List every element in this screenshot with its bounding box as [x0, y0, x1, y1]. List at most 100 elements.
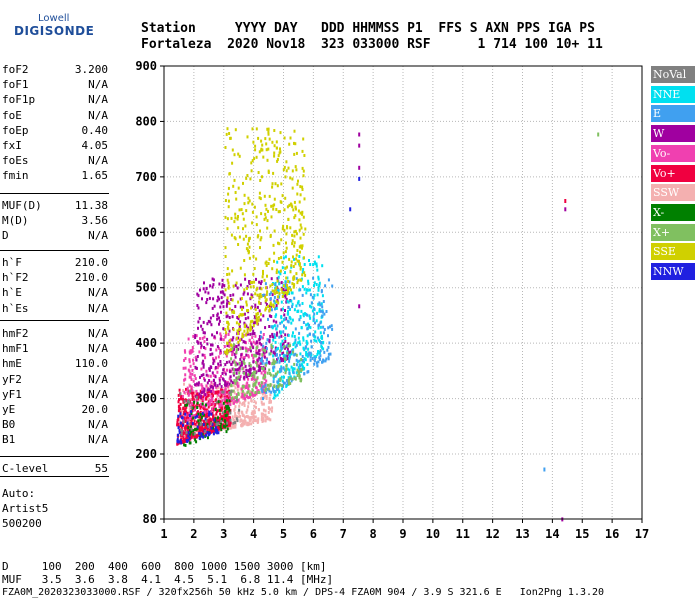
data-point: [252, 346, 255, 350]
data-point: [260, 387, 263, 391]
data-point: [215, 398, 218, 402]
data-point: [293, 257, 295, 261]
data-point: [252, 356, 255, 360]
x-tick-label: 4: [250, 527, 257, 541]
param-label: MUF(D): [2, 199, 42, 212]
data-point: [279, 342, 282, 346]
data-point: [261, 418, 264, 422]
data-point: [279, 349, 282, 353]
data-point: [216, 418, 219, 422]
data-point: [190, 410, 193, 414]
data-point: [295, 151, 298, 155]
data-point: [254, 307, 257, 311]
data-point: [246, 174, 249, 177]
data-point: [200, 428, 203, 432]
data-point: [238, 208, 241, 212]
data-point: [316, 364, 319, 368]
data-point: [211, 422, 214, 426]
data-point: [230, 357, 233, 361]
data-point: [245, 303, 248, 307]
data-point: [239, 283, 242, 287]
data-point: [217, 346, 220, 350]
data-point: [287, 300, 290, 304]
data-point: [226, 325, 229, 329]
data-point: [295, 304, 298, 308]
x-tick-label: 11: [456, 527, 470, 541]
param-row: h`Es N/A: [2, 301, 108, 316]
data-point: [205, 393, 208, 396]
data-point: [261, 366, 263, 370]
data-point-outlier: [358, 143, 361, 148]
data-point: [321, 310, 324, 314]
data-point: [268, 306, 271, 310]
data-point: [290, 260, 293, 264]
data-point: [237, 332, 240, 335]
data-point: [254, 391, 257, 394]
data-point: [272, 354, 275, 358]
data-point: [226, 390, 228, 394]
data-point: [269, 400, 272, 404]
data-point: [292, 208, 295, 212]
data-point: [186, 421, 189, 425]
data-point: [245, 234, 248, 238]
data-point: [225, 383, 228, 387]
data-point: [315, 262, 318, 266]
data-point: [207, 436, 209, 440]
param-value: 3.56: [81, 214, 109, 228]
data-point: [327, 334, 329, 338]
data-point: [242, 376, 245, 380]
data-point: [180, 428, 182, 432]
data-point: [291, 334, 294, 338]
data-point: [321, 341, 324, 345]
data-point: [214, 366, 217, 369]
data-point: [278, 360, 281, 364]
data-point: [272, 376, 275, 380]
data-point: [194, 383, 197, 387]
data-point: [213, 414, 216, 417]
param-value: N/A: [88, 387, 108, 401]
param-row: B0 N/A: [2, 417, 108, 432]
data-point: [272, 360, 275, 364]
data-point: [251, 353, 253, 357]
data-point: [263, 373, 266, 377]
data-point: [229, 375, 232, 379]
data-point: [220, 310, 222, 314]
data-point: [203, 353, 206, 357]
data-point: [231, 398, 234, 402]
data-point: [270, 215, 273, 219]
data-point: [280, 345, 283, 349]
data-point: [294, 262, 297, 266]
data-point: [243, 340, 246, 344]
data-point: [259, 368, 262, 372]
data-point: [250, 422, 253, 426]
data-point: [278, 291, 281, 295]
data-point: [252, 416, 255, 420]
data-point: [298, 374, 301, 378]
data-point: [195, 427, 198, 431]
data-point: [183, 410, 186, 414]
y-tick-label: 800: [135, 114, 157, 128]
data-point: [260, 397, 263, 401]
data-point: [220, 428, 223, 431]
data-point: [321, 314, 324, 318]
data-point: [249, 367, 252, 371]
data-point: [262, 269, 264, 273]
data-point: [231, 346, 234, 350]
data-point: [209, 412, 212, 416]
data-point: [306, 288, 309, 292]
data-point: [320, 289, 323, 293]
data-point: [182, 397, 184, 401]
data-point: [292, 331, 294, 335]
data-point: [207, 433, 210, 437]
data-point: [180, 441, 183, 445]
data-point: [259, 238, 262, 242]
data-point: [278, 335, 281, 339]
x-tick-label: 14: [545, 527, 559, 541]
data-point: [195, 366, 198, 370]
data-point: [222, 401, 225, 405]
data-point: [283, 368, 286, 372]
data-point: [272, 319, 275, 323]
data-point: [217, 316, 220, 320]
data-point: [268, 389, 271, 393]
data-point: [255, 346, 258, 350]
